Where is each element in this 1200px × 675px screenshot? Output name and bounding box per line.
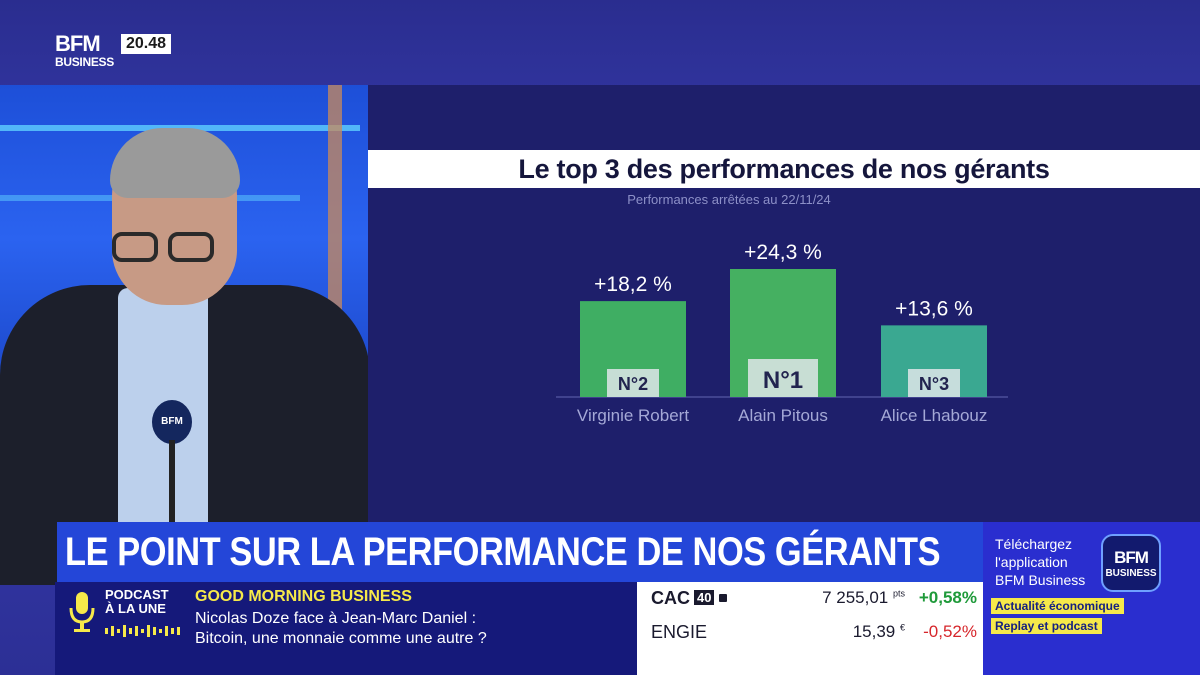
presenter-glasses [112, 232, 224, 266]
logo-bfm: BFM [55, 31, 101, 56]
rank-label: N°2 [618, 374, 648, 394]
market-name: ENGIE [651, 622, 707, 643]
market-value-text: 15,39 [852, 622, 896, 641]
clock: 20.48 [121, 34, 172, 54]
headline-bar: LE POINT SUR LA PERFORMANCE DE NOS GÉRAN… [57, 522, 983, 582]
market-ticker: CAC 40 7 255,01 pts +0,58% ENGIE 15,39 € … [637, 582, 983, 675]
promo-tag-replay: Replay et podcast [991, 618, 1102, 634]
bar-chart: +18,2 % N°2 Virginie Robert +24,3 % N°1 Alain… [556, 241, 1008, 425]
promo-line-2: l'application [995, 554, 1068, 570]
rank-box [908, 369, 960, 397]
rank-box [607, 369, 659, 397]
market-name-text: ENGIE [651, 622, 708, 642]
market-change: +0,58% [918, 588, 977, 607]
podcast-label-1: PODCAST [105, 587, 169, 602]
podcast-desc-2: Bitcoin, une monnaie comme une autre ? [195, 630, 487, 647]
channel-logo: BFM BUSINESS [55, 31, 114, 70]
microphone-stand [169, 440, 175, 525]
podcast-description: Nicolas Doze face à Jean-Marc Daniel : B… [195, 609, 487, 649]
podcast-desc-1: Nicolas Doze face à Jean-Marc Daniel : [195, 610, 477, 627]
category-label: Alice Lhabouz [881, 406, 988, 425]
market-row-cac: CAC 40 7 255,01 pts +0,58% [637, 582, 983, 616]
chart-panel: Le top 3 des performances de nos gérants… [368, 85, 1200, 525]
category-label: Virginie Robert [577, 406, 689, 425]
lock-icon [719, 594, 728, 602]
headline: LE POINT SUR LA PERFORMANCE DE NOS GÉRAN… [65, 530, 941, 574]
app-icon-business: BUSINESS [1105, 568, 1157, 579]
market-change: -0,52% [923, 622, 977, 641]
logo-business: BUSINESS [55, 55, 114, 69]
market-unit: € [899, 622, 905, 633]
chart-subtitle: Performances arrêtées au 22/11/24 [627, 192, 831, 207]
market-badge: 40 [694, 590, 715, 605]
presenter-hair [110, 128, 240, 198]
chart-title: Le top 3 des performances de nos gérants [368, 150, 1200, 188]
app-icon: BFM BUSINESS [1101, 534, 1161, 592]
category-label: Alain Pitous [738, 406, 828, 425]
promo-line-3: BFM Business [995, 572, 1086, 588]
app-icon-bfm: BFM [1114, 548, 1149, 567]
market-value-text: 7 255,01 [822, 588, 889, 607]
market-row-engie: ENGIE 15,39 € -0,52% [637, 616, 983, 650]
podcast-label: PODCAST À LA UNE [105, 588, 169, 616]
podcast-label-2: À LA UNE [105, 601, 166, 616]
podcast-ticker: PODCAST À LA UNE GOOD MORNING BUSINESS N… [55, 582, 637, 675]
promo-tag-news: Actualité économique [991, 598, 1124, 614]
rank-box [748, 359, 818, 397]
rank-label: N°1 [763, 367, 803, 394]
microphone: BFM [152, 400, 192, 444]
bar-value-label: +18,2 % [594, 273, 672, 296]
market-value: 15,39 € [853, 622, 905, 642]
market-name: CAC 40 [651, 588, 728, 609]
audio-wave-icon [105, 625, 180, 637]
bar-value-label: +13,6 % [895, 297, 973, 320]
podcast-show: GOOD MORNING BUSINESS [195, 588, 412, 605]
promo-line-1: Téléchargez [995, 536, 1073, 552]
bar-value-label: +24,3 % [744, 241, 822, 264]
market-value: 7 255,01 pts [822, 588, 905, 608]
app-promo: Téléchargez l'application BFM Business B… [983, 522, 1200, 675]
microphone-icon [69, 592, 95, 632]
rank-label: N°3 [919, 374, 949, 394]
market-name-text: CAC [651, 588, 690, 608]
market-unit: pts [892, 588, 905, 599]
